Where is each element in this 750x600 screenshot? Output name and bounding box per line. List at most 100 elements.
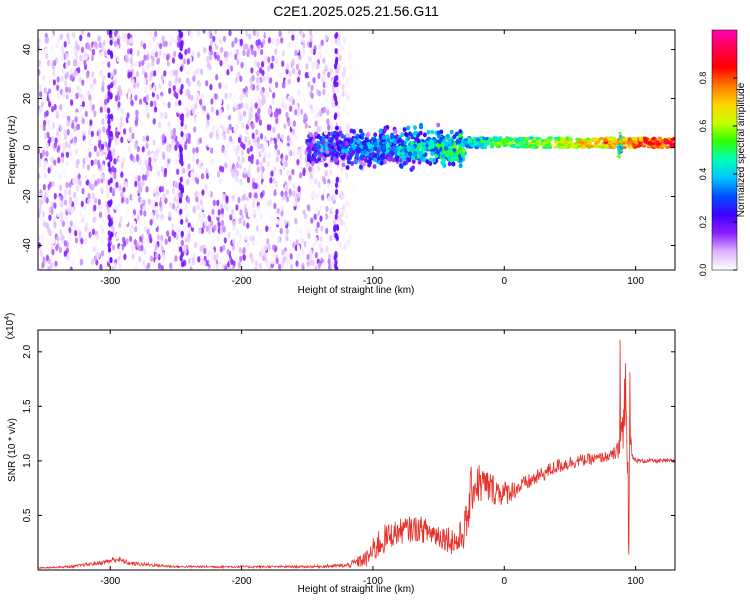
heatmap-cell [81,79,85,86]
heatmap-cell [172,69,176,77]
heatmap-cell [49,222,53,229]
heatmap-cell [71,44,75,52]
heatmap-cell [119,216,123,223]
heatmap-cell [258,262,263,270]
heatmap-cell [131,132,135,140]
heatmap-cell [239,232,243,240]
heatmap-cell [272,92,276,99]
heatmap-cell [139,219,143,227]
heatmap-cell [43,119,47,127]
heatmap-cell [200,217,204,224]
heatmap-cell [319,215,323,222]
heatmap-cell [475,138,481,142]
heatmap-cell [227,62,231,70]
heatmap-cell [529,136,534,140]
heatmap-cell [316,126,320,133]
heatmap-cell [276,123,280,131]
heatmap-cell [467,138,472,142]
heatmap-cell [287,169,291,176]
heatmap-cell [657,136,662,140]
heatmap-cell [216,235,220,242]
heatmap-cell [109,219,113,226]
y-tick-label: 0.5 [22,508,33,522]
heatmap-cell [323,178,327,185]
heatmap-cell [278,263,282,270]
heatmap-cell [561,137,566,141]
heatmap-cell [570,142,575,146]
heatmap-cell [160,166,164,173]
heatmap-cell [134,94,138,101]
heatmap-cell [309,259,313,266]
heatmap-cell [641,144,647,148]
heatmap-cell [400,151,405,157]
heatmap-cell [56,93,61,100]
heatmap-cell [581,145,586,149]
heatmap-cell [131,119,135,126]
x-tick-label: -300 [100,576,120,587]
heatmap-cell [131,212,135,220]
heatmap-cell [192,155,196,163]
heatmap-cell [381,154,386,159]
heatmap-cell [267,243,271,251]
heatmap-cell [138,255,142,263]
heatmap-cell [96,150,100,158]
heatmap-cell [99,203,104,210]
heatmap-cell [68,226,72,234]
heatmap-cell [66,254,70,261]
heatmap-cell [260,61,265,68]
heatmap-cell [146,112,150,119]
heatmap-cell [152,118,156,125]
heatmap-cell [335,208,339,215]
heatmap-cell [327,124,331,131]
heatmap-cell [53,59,57,67]
heatmap-cell [340,211,344,218]
heatmap-cell [120,108,125,115]
heatmap-cell [545,139,550,143]
heatmap-cell [199,98,203,106]
heatmap-cell [118,90,122,97]
heatmap-cell [190,180,194,187]
heatmap-cell [310,217,314,224]
heatmap-cell [489,142,495,146]
heatmap-cell [325,93,330,100]
heatmap-cell [105,36,109,43]
heatmap-cell [240,61,244,69]
heatmap-cell [157,66,161,73]
heatmap-cell [277,133,281,140]
heatmap-cell [224,265,228,270]
heatmap-cell [321,136,326,142]
heatmap-cell [632,145,638,149]
heatmap-cell [218,98,223,105]
heatmap-cell [490,145,495,149]
heatmap-cell [310,107,314,115]
heatmap-cell [493,142,498,146]
heatmap-cell [367,162,372,168]
heatmap-cell [239,75,243,83]
heatmap-cell [271,140,275,147]
heatmap-cell [209,32,213,39]
heatmap-cell [143,108,147,116]
heatmap-cell [134,36,139,43]
heatmap-cell [563,145,568,149]
heatmap-cell [170,48,174,55]
heatmap-cell [279,72,283,80]
heatmap-cell [56,210,60,218]
heatmap-cell [260,89,264,96]
heatmap-cell [290,136,294,144]
heatmap-cell [131,170,135,177]
heatmap-cell [131,88,135,95]
heatmap-cell [544,145,550,149]
heatmap-cell [347,43,351,50]
heatmap-cell [261,166,265,173]
heatmap-cell [122,157,126,164]
heatmap-cell [57,163,62,170]
heatmap-cell [233,101,237,109]
heatmap-cell [515,138,520,142]
chart-title: C2E1.2025.025.21.56.G11 [273,3,439,19]
heatmap-cell [313,131,318,137]
heatmap-cell [201,127,206,134]
heatmap-cell [45,142,49,149]
heatmap-cell [94,197,98,204]
heatmap-cell [107,230,111,237]
heatmap-cell [107,118,111,125]
